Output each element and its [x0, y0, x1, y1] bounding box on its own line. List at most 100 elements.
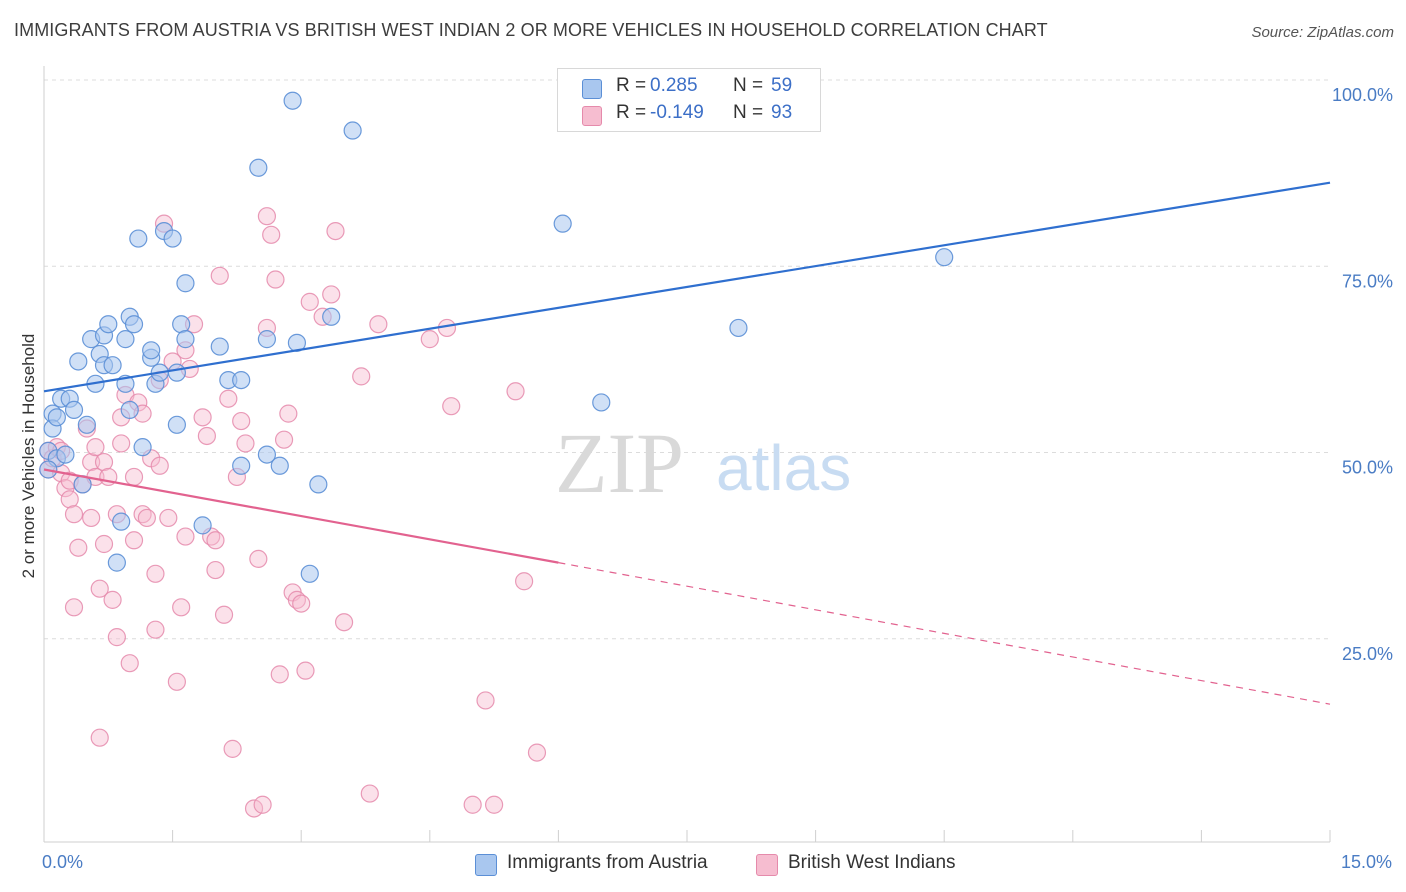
bwi-point	[176, 527, 195, 546]
austria-point	[99, 315, 118, 334]
austria-point	[270, 456, 289, 475]
legend-r-value: 0.285	[650, 75, 698, 96]
austria-point	[729, 318, 748, 338]
bwi-point	[292, 594, 311, 613]
austria-point	[163, 229, 182, 248]
bwi-point	[94, 534, 114, 554]
bwi-point	[515, 572, 534, 591]
legend-r-value: -0.149	[650, 102, 704, 123]
austria-point	[309, 475, 328, 494]
austria-point	[176, 274, 195, 293]
austria-legend-label: Immigrants from Austria	[507, 852, 708, 873]
bwi-point	[206, 560, 225, 580]
austria-point	[300, 564, 319, 583]
austria-trend-line	[43, 181, 1331, 393]
austria-point	[343, 121, 362, 140]
bwi-point	[249, 549, 268, 569]
bwi-point	[146, 564, 165, 583]
bwi-point	[60, 490, 79, 509]
watermark: ZIP atlas	[555, 415, 851, 511]
austria-point	[257, 330, 277, 349]
austria-point	[935, 248, 954, 267]
bwi-point	[90, 728, 109, 747]
bwi-point	[300, 292, 319, 311]
bwi-point	[236, 434, 255, 453]
bwi-point	[232, 411, 251, 431]
bwi-point	[360, 784, 379, 803]
legend-n-value: 93	[771, 102, 793, 123]
y-tick-label: 75.0%	[1342, 271, 1393, 291]
austria-point	[129, 229, 148, 248]
axes	[43, 66, 1331, 843]
bwi-point	[172, 598, 191, 617]
legend-n-value: 59	[771, 75, 793, 96]
austria-point	[112, 512, 131, 531]
bwi-point	[219, 389, 238, 408]
bwi-point	[326, 222, 345, 241]
austria-point	[107, 553, 126, 572]
bwi-point	[476, 691, 495, 710]
austria-points	[39, 91, 954, 583]
bwi-point	[296, 661, 315, 680]
bwi-point	[485, 795, 504, 814]
bwi-point	[369, 315, 388, 334]
y-tick-label: 100.0%	[1332, 85, 1393, 105]
austria-point	[172, 315, 191, 334]
austria-point	[592, 393, 611, 412]
bwi-point	[82, 452, 101, 472]
austria-point	[64, 400, 84, 419]
bwi-point	[159, 508, 178, 528]
bwi-point	[442, 397, 461, 416]
bwi-point	[352, 367, 371, 386]
bwi-point	[527, 743, 547, 762]
austria-point	[257, 445, 277, 464]
bwi-swatch	[582, 106, 602, 126]
bwi-point	[257, 207, 277, 226]
austria-point	[193, 516, 212, 535]
bwi-point	[137, 508, 156, 528]
bwi-point	[86, 438, 105, 457]
x-tick-max: 15.0%	[1340, 852, 1392, 872]
x-tick-min: 0.0%	[42, 852, 84, 872]
austria-point	[103, 356, 122, 375]
austria-point	[77, 415, 96, 434]
y-tick-label: 50.0%	[1342, 458, 1393, 478]
bwi-point	[506, 382, 525, 401]
bwi-point	[90, 579, 109, 598]
bwi-point	[167, 672, 186, 691]
legend-r-key: R =	[616, 102, 647, 123]
austria-point	[133, 438, 152, 457]
bwi-point	[206, 531, 225, 550]
bwi-point	[150, 456, 169, 475]
bwi-point	[124, 531, 144, 550]
austria-point	[322, 307, 341, 326]
bwi-point	[69, 538, 88, 557]
legend-n-key: N =	[733, 75, 764, 96]
austria-point	[232, 456, 251, 475]
bwi-point	[94, 452, 114, 472]
austria-point	[56, 445, 75, 464]
bwi-point	[64, 505, 84, 524]
y-tick-label: 25.0%	[1342, 644, 1393, 664]
bwi-point	[420, 330, 439, 349]
bwi-point	[463, 795, 482, 814]
bwi-legend-swatch	[756, 854, 778, 876]
austria-point	[120, 400, 139, 419]
austria-legend-swatch	[475, 854, 497, 876]
source-label: Source: ZipAtlas.com	[1251, 24, 1394, 41]
austria-point	[283, 91, 302, 110]
bwi-point	[262, 225, 281, 244]
y-tick-labels: 100.0% 75.0% 50.0% 25.0%	[1332, 85, 1393, 664]
bwi-point	[107, 628, 126, 647]
bwi-point	[223, 739, 242, 758]
austria-point	[124, 315, 144, 334]
legend-r-key: R =	[616, 75, 647, 96]
austria-point	[553, 214, 572, 233]
bwi-points	[39, 207, 547, 818]
bwi-legend-label: British West Indians	[788, 852, 956, 873]
bwi-point	[82, 508, 101, 528]
austria-point	[167, 363, 186, 382]
trend-lines	[43, 181, 1331, 705]
bwi-point	[253, 795, 272, 814]
